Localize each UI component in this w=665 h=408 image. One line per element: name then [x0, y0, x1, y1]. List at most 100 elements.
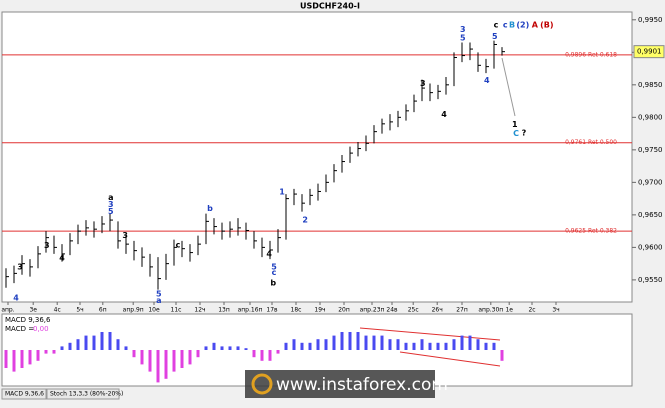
macd-bar: [500, 350, 504, 361]
wave-label: c: [503, 21, 508, 30]
x-tick-label: апр.9п: [123, 307, 144, 314]
macd-bar: [316, 339, 320, 350]
divergence-line: [359, 327, 501, 341]
x-tick-label: 6п: [99, 307, 107, 314]
macd-bar: [436, 342, 440, 350]
wave-label: b: [270, 279, 276, 288]
macd-bar: [196, 350, 200, 358]
macd-bar: [324, 339, 328, 350]
y-tick-label: 0,9850: [638, 81, 663, 89]
x-tick-label: 19ч: [314, 307, 325, 314]
x-tick-label: 20п: [338, 307, 350, 314]
wave-label: 3: [17, 262, 23, 271]
last-price-box: [633, 45, 665, 59]
macd-bar: [236, 346, 240, 350]
x-tick-label: 13п: [218, 307, 230, 314]
macd-bar: [340, 332, 344, 350]
wave-label: 5: [156, 290, 162, 299]
macd-readout-value: 0,00: [33, 325, 49, 333]
wave-label: 5: [460, 34, 466, 43]
main-plot: [1, 11, 633, 303]
macd-bar: [68, 342, 72, 350]
macd-bar: [492, 342, 496, 350]
macd-bar: [348, 332, 352, 350]
macd-bar: [476, 339, 480, 350]
macd-bar: [380, 335, 384, 350]
macd-bar: [388, 339, 392, 350]
wave-label: 1: [279, 188, 285, 197]
level-label: 0,9761 Ret 0.500: [565, 139, 617, 146]
macd-bar: [92, 335, 96, 350]
macd-bar: [308, 342, 312, 350]
wave-label: 3: [108, 200, 114, 209]
wave-label: 3: [44, 241, 50, 250]
macd-bar: [188, 350, 192, 365]
x-tick-label: 10е: [148, 307, 160, 314]
y-tick-label: 0,9800: [638, 113, 663, 121]
macd-bar: [100, 332, 104, 350]
macd-bar: [124, 346, 128, 350]
wave-label: 1: [512, 120, 518, 129]
y-tick-label: 0,9750: [638, 146, 663, 154]
macd-bar: [20, 350, 24, 368]
wave-label: a: [156, 296, 161, 305]
macd-readout: MACD =: [5, 325, 34, 333]
x-tick-label: апр.23п: [360, 307, 385, 314]
y-tick-label: 0,9600: [638, 243, 663, 251]
x-tick-label: 25с: [408, 307, 419, 314]
macd-bar: [28, 350, 32, 365]
wave-label: (2): [516, 21, 529, 30]
macd-bar: [164, 350, 168, 379]
macd-bar: [300, 342, 304, 350]
x-tick-label: 2с: [528, 307, 535, 314]
macd-bar: [212, 342, 216, 350]
wave-label: 4: [59, 253, 65, 262]
macd-bar: [140, 350, 144, 365]
macd-bar: [284, 342, 288, 350]
forecast-line: [501, 57, 516, 117]
macd-bar: [12, 350, 16, 372]
x-tick-label: 3е: [29, 307, 37, 314]
tab-label[interactable]: MACD 9,36,6: [5, 391, 44, 398]
macd-bar: [116, 339, 120, 350]
tab[interactable]: [46, 388, 120, 400]
x-tick-label: 26ч: [432, 307, 443, 314]
x-tick-label: 11с: [171, 307, 182, 314]
macd-bar: [292, 339, 296, 350]
y-tick-label: 0,9650: [638, 211, 663, 219]
macd-bar: [364, 335, 368, 350]
x-tick-label: 27п: [456, 307, 468, 314]
x-tick-label: 18с: [291, 307, 302, 314]
macd-bar: [244, 348, 248, 350]
macd-bar: [148, 350, 152, 372]
macd-bar: [276, 350, 280, 354]
wave-label: C: [513, 129, 519, 138]
tab-label[interactable]: Stoch 13,3,3 (80%-20%): [50, 391, 123, 398]
wave-label: 3: [420, 79, 426, 88]
macd-bar: [180, 350, 184, 368]
x-tick-label: 5ч: [76, 307, 83, 314]
macd-bar: [228, 346, 232, 350]
macd-bar: [428, 342, 432, 350]
watermark: www.instaforex.com: [276, 375, 448, 395]
tab[interactable]: [1, 388, 47, 400]
macd-bar: [132, 350, 136, 358]
divergence-line: [399, 351, 501, 367]
level-label: 0,9896 Ret 0.618: [565, 51, 617, 58]
x-tick-label: апр.: [1, 307, 14, 314]
x-tick-label: 24в: [386, 307, 398, 314]
y-tick-label: 0,9700: [638, 178, 663, 186]
macd-bar: [156, 350, 160, 383]
x-tick-label: 4с: [54, 307, 61, 314]
y-tick-label: 0,9950: [638, 16, 663, 24]
macd-bar: [44, 350, 48, 354]
macd-bar: [220, 346, 224, 350]
x-tick-label: апр.16п: [238, 307, 263, 314]
wave-label: 4: [266, 249, 272, 258]
wave-label: a: [108, 193, 113, 202]
macd-bar: [252, 350, 256, 358]
y-tick-label: 0,9550: [638, 276, 663, 284]
macd-bar: [444, 342, 448, 350]
